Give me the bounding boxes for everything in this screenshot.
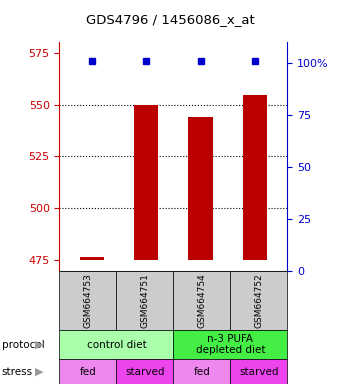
Text: fed: fed: [80, 366, 96, 377]
Text: GSM664751: GSM664751: [140, 273, 149, 328]
Bar: [80, 257, 104, 260]
Bar: [134, 104, 158, 260]
Bar: [242, 95, 267, 260]
Text: starved: starved: [239, 366, 278, 377]
Text: GSM664753: GSM664753: [84, 273, 92, 328]
Text: protocol: protocol: [2, 339, 45, 350]
Text: ▶: ▶: [35, 366, 44, 377]
Text: ▶: ▶: [35, 339, 44, 350]
Text: stress: stress: [2, 366, 33, 377]
Text: n-3 PUFA
depleted diet: n-3 PUFA depleted diet: [195, 334, 265, 356]
Bar: [188, 117, 213, 260]
Text: GSM664754: GSM664754: [198, 273, 206, 328]
Text: fed: fed: [193, 366, 210, 377]
Text: starved: starved: [125, 366, 165, 377]
Text: control diet: control diet: [87, 339, 146, 350]
Text: GSM664752: GSM664752: [254, 273, 263, 328]
Text: GDS4796 / 1456086_x_at: GDS4796 / 1456086_x_at: [86, 13, 254, 26]
